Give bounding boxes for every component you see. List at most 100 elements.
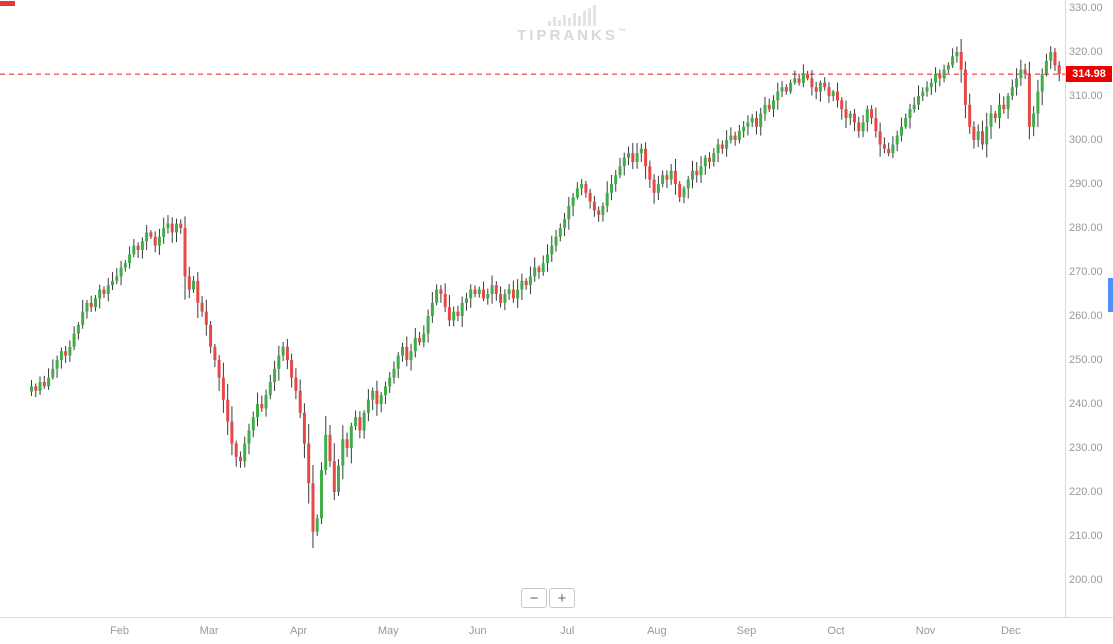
candle-body xyxy=(686,179,690,189)
candle-body xyxy=(546,254,549,264)
candle-body xyxy=(563,219,567,228)
candle-body xyxy=(882,144,886,149)
candle-body xyxy=(524,280,528,286)
candle-body xyxy=(528,276,532,286)
candle-body xyxy=(622,157,626,167)
candle-body xyxy=(430,302,434,316)
candle-body xyxy=(554,236,558,246)
candle-body xyxy=(337,465,340,492)
candle-body xyxy=(401,346,404,356)
candle-body xyxy=(494,285,498,294)
candle-body xyxy=(196,280,200,303)
candle-body xyxy=(89,302,93,308)
candle-body xyxy=(750,118,754,123)
candle-body xyxy=(516,289,520,299)
candle-body xyxy=(187,276,191,290)
candle-body xyxy=(145,232,149,242)
candle-body xyxy=(285,346,289,360)
candle-body xyxy=(1049,52,1053,61)
candle-body xyxy=(1027,74,1031,127)
candle-body xyxy=(1006,96,1010,110)
candle-body xyxy=(840,100,844,110)
candle-body xyxy=(831,91,835,96)
candle-body xyxy=(571,197,575,206)
candle-body xyxy=(682,188,686,198)
candle-body xyxy=(149,232,153,237)
candle-body xyxy=(942,69,946,79)
candle-body xyxy=(465,298,468,303)
candle-body xyxy=(1053,52,1057,66)
candle-body xyxy=(341,439,345,466)
candle-body xyxy=(610,184,613,193)
candle-body xyxy=(981,131,984,145)
candle-body xyxy=(123,263,127,268)
candle-body xyxy=(767,104,771,110)
candle-body xyxy=(746,122,750,127)
scrollbar-thumb[interactable] xyxy=(1108,278,1113,312)
candle-body xyxy=(959,52,963,70)
candle-body xyxy=(639,148,643,154)
candle-body xyxy=(42,382,46,387)
candle-body xyxy=(1015,78,1019,88)
candle-body xyxy=(917,96,920,105)
candle-body xyxy=(1036,91,1040,114)
candle-body xyxy=(520,280,524,290)
candle-body xyxy=(614,175,618,184)
y-axis-label: 240.00 xyxy=(1069,398,1103,410)
candle-body xyxy=(597,210,601,215)
candle-body xyxy=(239,456,242,462)
candle-body xyxy=(362,412,366,431)
candle-body xyxy=(507,289,511,294)
candle-body xyxy=(499,294,503,303)
x-axis-label: Aug xyxy=(647,625,667,637)
x-axis-label: Jul xyxy=(560,625,575,637)
candle-body xyxy=(192,280,195,290)
candle-body xyxy=(891,144,895,154)
candle-body xyxy=(989,113,993,127)
candle-body xyxy=(503,294,507,303)
candle-body xyxy=(853,113,856,123)
candle-body xyxy=(426,316,430,334)
candle-body xyxy=(550,245,554,255)
zoom-out-button[interactable]: − xyxy=(521,588,547,608)
candle-body xyxy=(379,395,383,404)
candle-body xyxy=(895,135,899,145)
candle-body xyxy=(857,122,861,132)
candle-body xyxy=(925,87,929,92)
candle-body xyxy=(878,131,882,145)
candle-body xyxy=(256,404,259,418)
candle-body xyxy=(230,421,234,444)
candle-body xyxy=(712,153,716,162)
candle-body xyxy=(678,184,682,198)
candle-body xyxy=(354,417,358,426)
candle-body xyxy=(874,118,878,132)
candle-body xyxy=(1010,87,1014,96)
candle-body xyxy=(94,298,97,308)
candle-body xyxy=(422,333,426,343)
candle-body xyxy=(575,188,579,198)
candle-body xyxy=(580,184,584,189)
zoom-controls: − + xyxy=(521,588,575,608)
candle-body xyxy=(716,144,720,154)
candle-body xyxy=(251,417,255,431)
candle-body xyxy=(665,175,669,180)
candle-body xyxy=(98,289,102,299)
candle-body xyxy=(170,223,174,233)
y-axis-label: 290.00 xyxy=(1069,178,1103,190)
candle-body xyxy=(998,104,1001,118)
candle-body xyxy=(605,192,609,206)
candle-body xyxy=(311,483,315,532)
candle-body xyxy=(870,109,874,118)
candle-body xyxy=(661,175,665,184)
zoom-in-button[interactable]: + xyxy=(549,588,575,608)
candle-body xyxy=(848,113,852,118)
candle-body xyxy=(76,324,80,334)
x-axis-label: Nov xyxy=(915,625,936,637)
candle-body xyxy=(447,307,451,321)
candle-body xyxy=(81,311,85,325)
candle-body xyxy=(533,267,537,277)
candle-body xyxy=(418,338,422,343)
candle-body xyxy=(861,122,865,132)
candle-body xyxy=(111,280,114,286)
